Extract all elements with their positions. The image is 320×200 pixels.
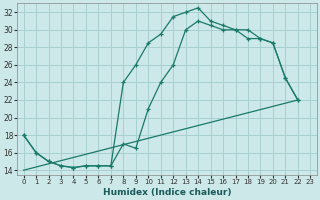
X-axis label: Humidex (Indice chaleur): Humidex (Indice chaleur) (103, 188, 231, 197)
